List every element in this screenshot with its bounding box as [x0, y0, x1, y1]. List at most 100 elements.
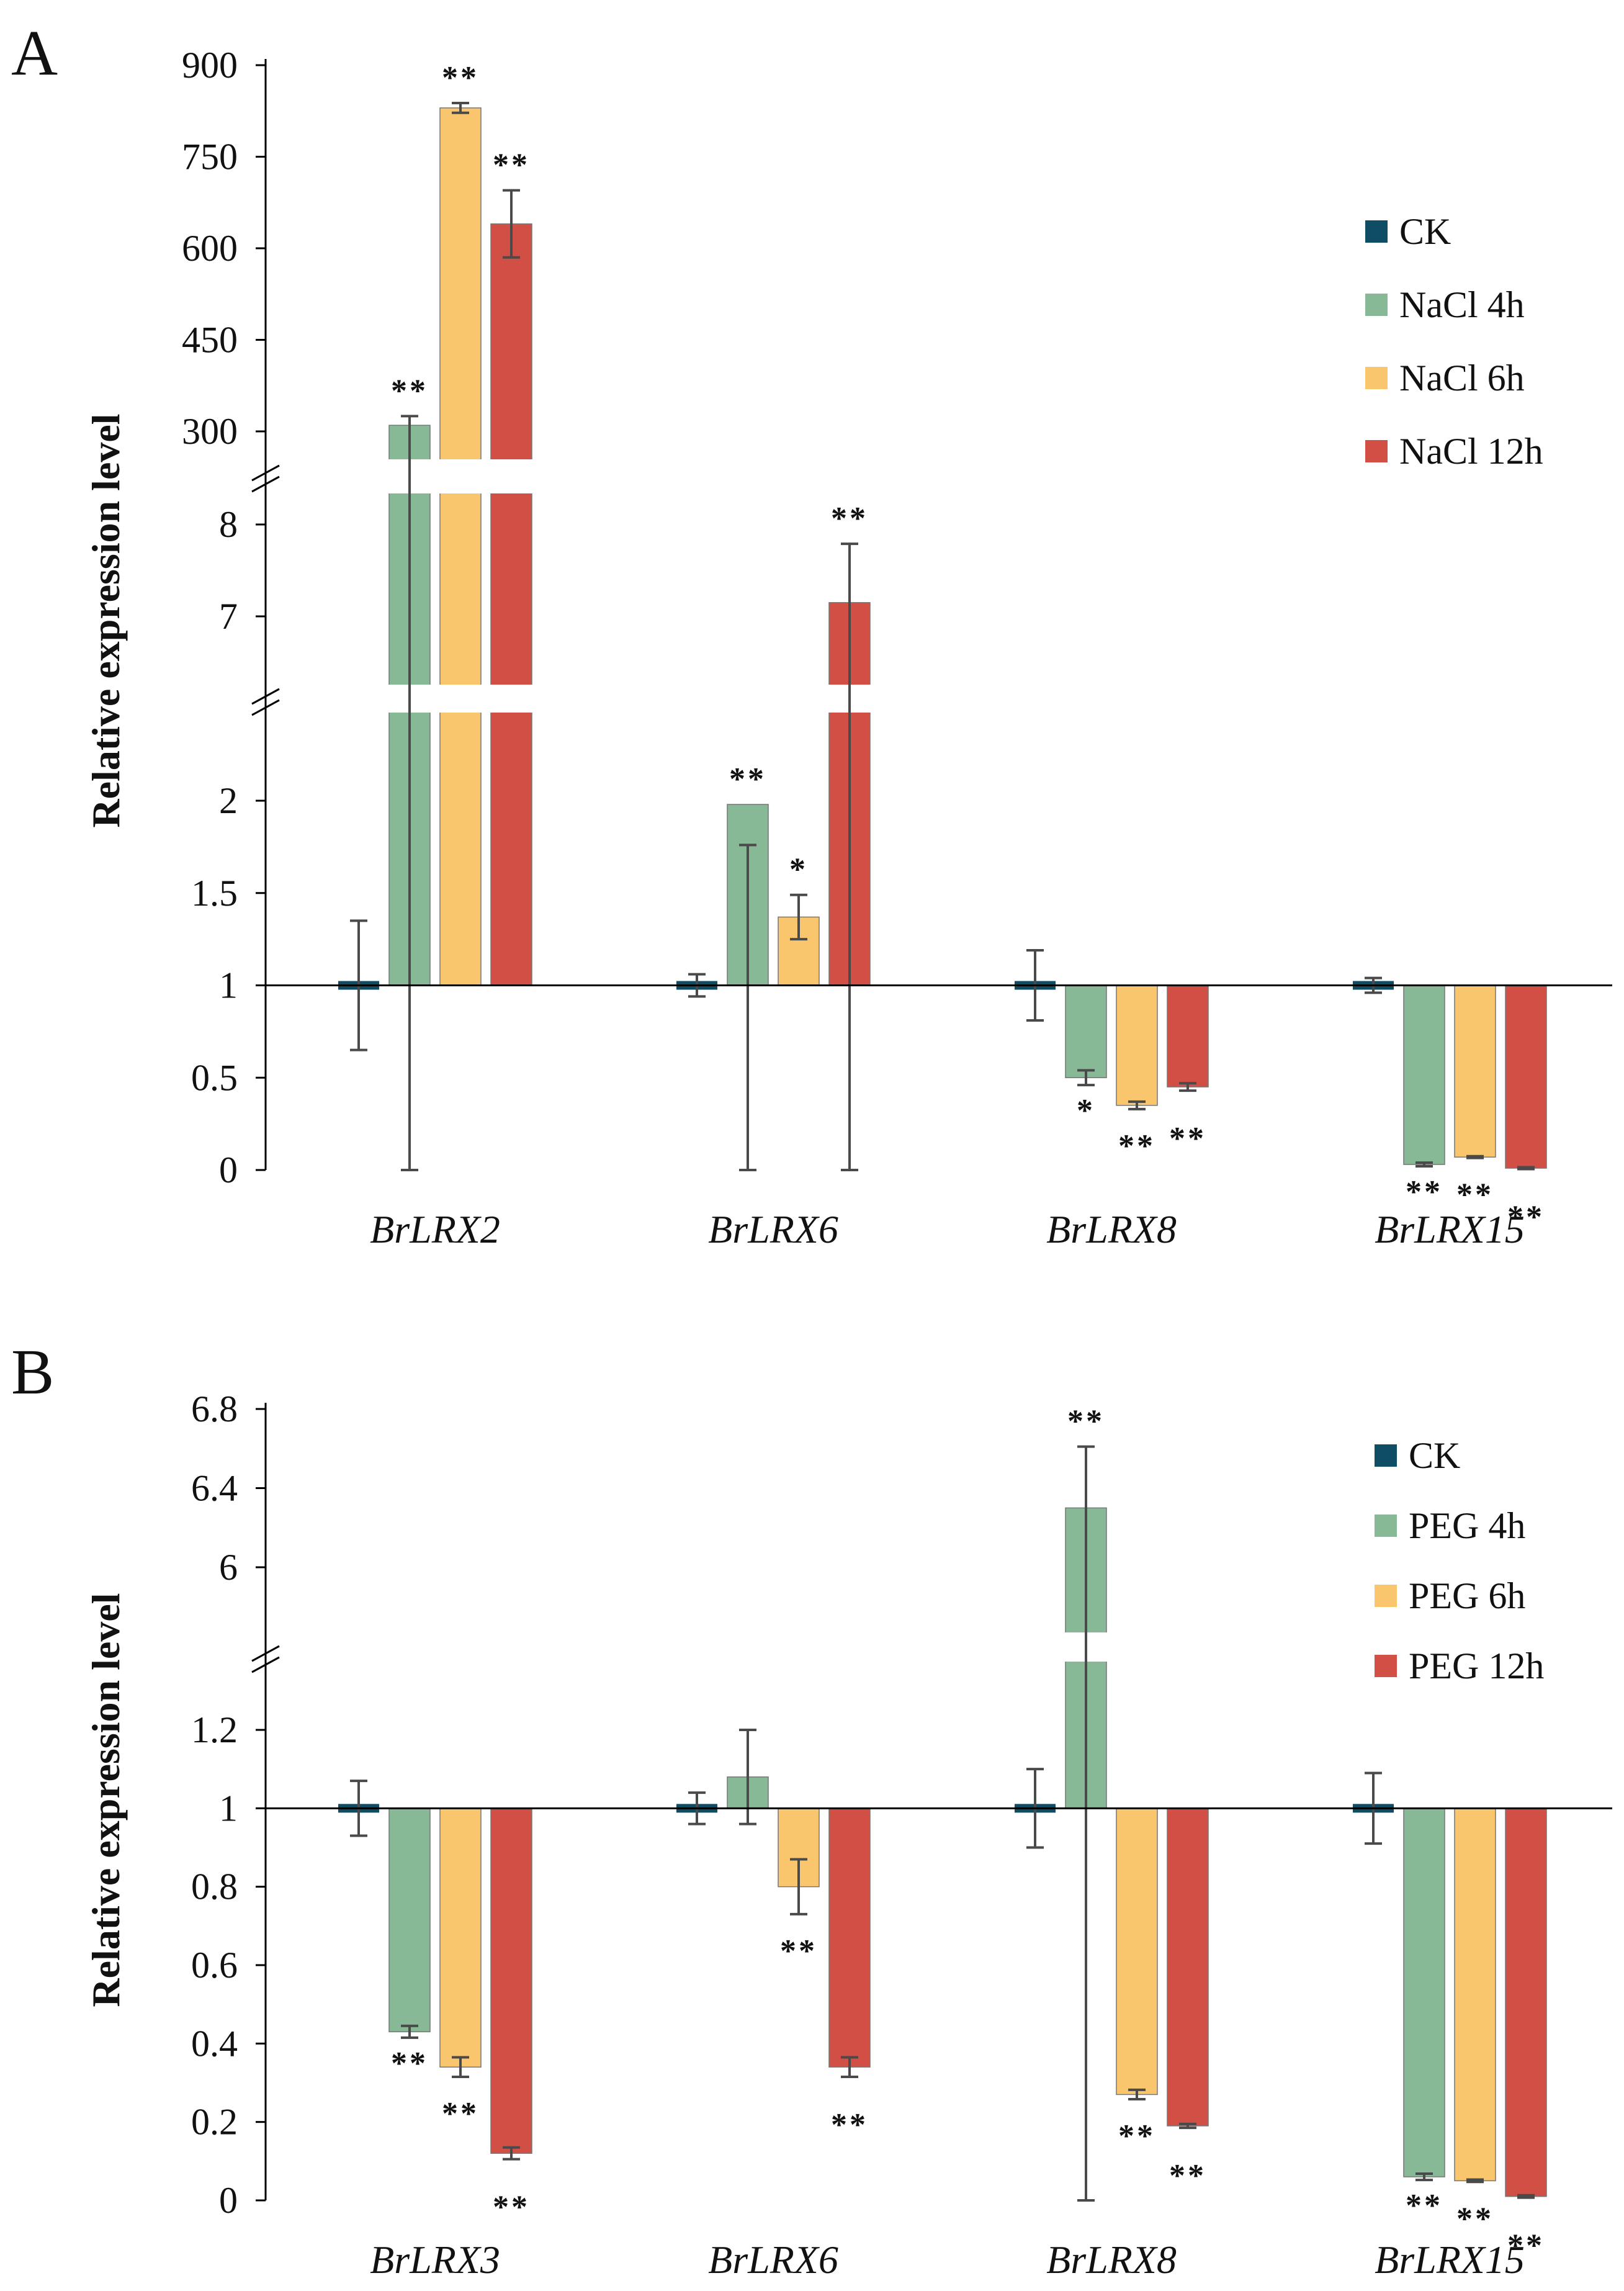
significance-label: ** [729, 762, 766, 797]
category-label-BrLRX8: BrLRX8 [1046, 2238, 1177, 2282]
y-tick-label: 1 [219, 965, 238, 1006]
axis-break-mark [251, 699, 280, 716]
panel-a-letter: A [11, 17, 58, 89]
category-label-BrLRX8: BrLRX8 [1046, 1207, 1177, 1251]
y-tick-label: 0.4 [191, 2023, 238, 2064]
bar-b-BrLRX8-s3 [1167, 1807, 1209, 2127]
category-label-BrLRX2: BrLRX2 [370, 1207, 500, 1251]
y-tick-label: 1.2 [191, 1709, 238, 1750]
category-label-BrLRX6: BrLRX6 [708, 1207, 838, 1251]
significance-label: ** [1118, 2118, 1155, 2154]
significance-label: ** [1169, 1121, 1206, 1156]
significance-label: ** [1456, 2201, 1494, 2236]
y-tick-label: 0.6 [191, 1945, 238, 1986]
legend-label-0: CK [1409, 1435, 1460, 1476]
bar-a-BrLRX8-s2 [1116, 984, 1158, 1106]
significance-label: ** [1406, 1174, 1443, 1210]
panel-a: A Relative expression level 0 0.5 1 1.5 2 7 8 3… [11, 17, 1612, 1251]
bar-b-BrLRX6-s3 [828, 1807, 871, 2068]
significance-label: ** [1067, 1404, 1105, 1439]
legend-label-2: PEG 6h [1409, 1575, 1525, 1616]
y-tick-label: 7 [219, 596, 238, 637]
y-tick-label: 6.4 [191, 1468, 238, 1509]
panel-b-legend: CK PEG 4h PEG 6h PEG 12h [1375, 1435, 1544, 1686]
y-tick-label: 0.8 [191, 1866, 238, 1907]
panel-a-legend: CK NaCl 4h NaCl 6h NaCl 12h [1365, 211, 1543, 472]
bar-b-BrLRX8-s2 [1116, 1807, 1158, 2095]
legend-swatch-0 [1375, 1444, 1397, 1467]
significance-label: ** [391, 2046, 428, 2081]
significance-label: ** [391, 373, 428, 408]
y-tick-label: 750 [182, 137, 238, 178]
significance-label: ** [1169, 2158, 1206, 2194]
bar-b-BrLRX3-s3 [490, 1807, 532, 2154]
bar-a-BrLRX15-s3 [1505, 984, 1547, 1169]
y-tick-label: 6 [219, 1547, 238, 1588]
axis-break-mark [251, 475, 280, 493]
category-label-BrLRX15: BrLRX15 [1375, 2238, 1525, 2282]
axis-break-mark [251, 1656, 280, 1673]
legend-label-0: CK [1399, 211, 1451, 252]
bar-a-BrLRX15-s2 [1454, 984, 1496, 1158]
y-tick-label: 900 [182, 45, 238, 86]
axis-break-mark [251, 464, 280, 482]
panel-a-y-axis-label: Relative expression level [84, 413, 128, 827]
panel-b-letter: B [11, 1336, 54, 1408]
significance-label: ** [1406, 2188, 1443, 2223]
y-tick-label: 1.5 [191, 873, 238, 914]
significance-label: ** [831, 2107, 868, 2143]
significance-label: ** [442, 2096, 479, 2131]
bar-b-BrLRX3-s1 [388, 1807, 431, 2033]
significance-label: ** [493, 148, 530, 183]
significance-label: ** [493, 2190, 530, 2225]
y-tick-label: 0 [219, 1150, 238, 1191]
significance-label: ** [1118, 1128, 1155, 1164]
bar-b-BrLRX15-s3 [1505, 1807, 1547, 2197]
significance-label: ** [1507, 1200, 1545, 1235]
panel-b-y-axis-label: Relative expression level [84, 1593, 128, 2007]
bar-a-BrLRX2-s2 [439, 107, 482, 986]
axis-break-mark [251, 1645, 280, 1662]
bar-b-BrLRX3-s2 [439, 1807, 482, 2068]
significance-label: ** [831, 501, 868, 536]
significance-label: * [1077, 1093, 1095, 1128]
legend-swatch-2 [1375, 1585, 1397, 1607]
legend-label-3: NaCl 12h [1399, 431, 1543, 472]
y-tick-label: 0.5 [191, 1057, 238, 1098]
legend-swatch-2 [1365, 367, 1388, 389]
bar-b-BrLRX15-s2 [1454, 1807, 1496, 2182]
axis-break-mark [251, 688, 280, 705]
significance-label: ** [1456, 1177, 1494, 1213]
bar-a-BrLRX15-s1 [1403, 984, 1445, 1165]
category-label-BrLRX15: BrLRX15 [1375, 1207, 1525, 1251]
y-tick-label: 6.8 [191, 1389, 238, 1429]
bar-gap-a-BrLRX2-2-1 [438, 459, 483, 493]
legend-swatch-3 [1375, 1655, 1397, 1677]
legend-label-1: NaCl 4h [1399, 284, 1525, 325]
legend-swatch-0 [1365, 220, 1388, 243]
legend-label-1: PEG 4h [1409, 1505, 1525, 1546]
significance-label: * [789, 852, 808, 888]
bar-gap-a-BrLRX2-3-1 [489, 459, 534, 493]
bar-a-BrLRX2-s3 [490, 223, 532, 986]
y-tick-label: 0.2 [191, 2102, 238, 2143]
legend-label-2: NaCl 6h [1399, 358, 1525, 398]
y-tick-label: 300 [182, 411, 238, 452]
significance-label: ** [442, 60, 479, 96]
panel-b: B Relative expression level 0 0.2 0.4 0.6 0.… [11, 1336, 1612, 2282]
significance-label: ** [1507, 2228, 1545, 2264]
bar-a-BrLRX8-s3 [1167, 984, 1209, 1087]
legend-label-3: PEG 12h [1409, 1645, 1544, 1686]
y-tick-label: 2 [219, 780, 238, 821]
legend-swatch-3 [1365, 440, 1388, 462]
category-label-BrLRX3: BrLRX3 [370, 2238, 500, 2282]
significance-label: ** [780, 1933, 817, 1969]
y-tick-label: 1 [219, 1788, 238, 1829]
bar-b-BrLRX15-s1 [1403, 1807, 1445, 2177]
y-tick-label: 8 [219, 504, 238, 545]
legend-swatch-1 [1365, 294, 1388, 316]
bar-gap-a-BrLRX2-3-0 [489, 685, 534, 713]
category-label-BrLRX6: BrLRX6 [708, 2238, 838, 2282]
bar-a-BrLRX8-s1 [1065, 984, 1107, 1078]
